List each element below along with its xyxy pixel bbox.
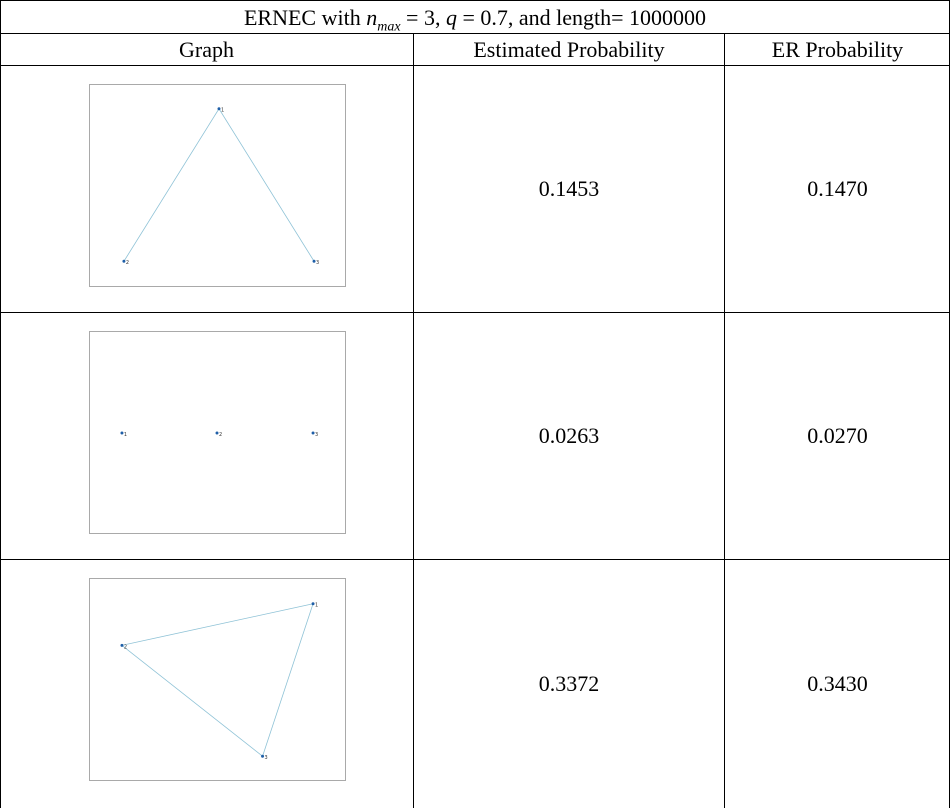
graph-node-label: 1 [221,108,224,114]
graph-row2: 1 2 3 [120,431,318,438]
title-eq2: = 0.7, and length= 1000000 [456,5,707,30]
rule-under-header [0,65,950,66]
graph-row3: 1 2 3 [120,602,318,761]
graph-thumbnail-row1: 1 2 3 [89,84,346,287]
rule-top [0,0,950,1]
graph-node [120,643,124,647]
rule-col1 [413,33,414,808]
er-probability-row1: 0.1470 [807,176,868,201]
title-prefix: ERNEC with [243,5,367,30]
graph-node [217,107,221,111]
title-var-n: n [366,5,378,30]
rule-row2 [0,559,950,560]
er-probability-row3: 0.3430 [807,671,868,696]
graph-edge [123,108,220,262]
graph-node-label: 3 [315,432,318,438]
graph-node-label: 2 [124,644,127,650]
table-title: ERNEC with nmax = 3, q = 0.7, and length… [0,5,950,40]
graph-node [215,431,219,435]
graph-edge [218,108,315,262]
header-estimated-probability: Estimated Probability [473,37,665,62]
graph-node-label: 2 [126,260,129,266]
estimated-probability-row3: 0.3372 [538,671,600,696]
rule-row1 [0,312,950,313]
rule-left [0,0,1,808]
graph-edge [262,603,314,757]
graph-node-label: 2 [219,432,222,438]
graph-edge [121,645,263,757]
graph-edge [121,603,314,646]
graph-node-label: 3 [316,260,319,266]
graph-node-label: 3 [265,755,268,761]
graph-node [120,431,124,435]
rule-under-title [0,33,950,34]
graph-node [122,259,126,263]
graph-node-label: 1 [124,432,127,438]
title-var-q: q [445,5,457,30]
graph-node [311,431,315,435]
graph-node [261,754,265,758]
header-graph: Graph [179,37,234,62]
er-probability-row2: 0.0270 [807,423,868,448]
estimated-probability-row1: 0.1453 [538,176,600,201]
graph-node-label: 1 [315,603,318,609]
graph-row1: 1 2 3 [122,107,319,266]
header-er-probability: ER Probability [771,37,904,62]
title-eq1: = 3, [400,5,446,30]
graph-node [311,602,315,606]
graph-node [312,259,316,263]
graph-thumbnail-row3: 1 2 3 [89,578,346,781]
title-sub-max: max [377,19,401,35]
graph-thumbnail-row2: 1 2 3 [89,331,346,534]
rule-col2 [724,33,725,808]
estimated-probability-row2: 0.0263 [538,423,600,448]
